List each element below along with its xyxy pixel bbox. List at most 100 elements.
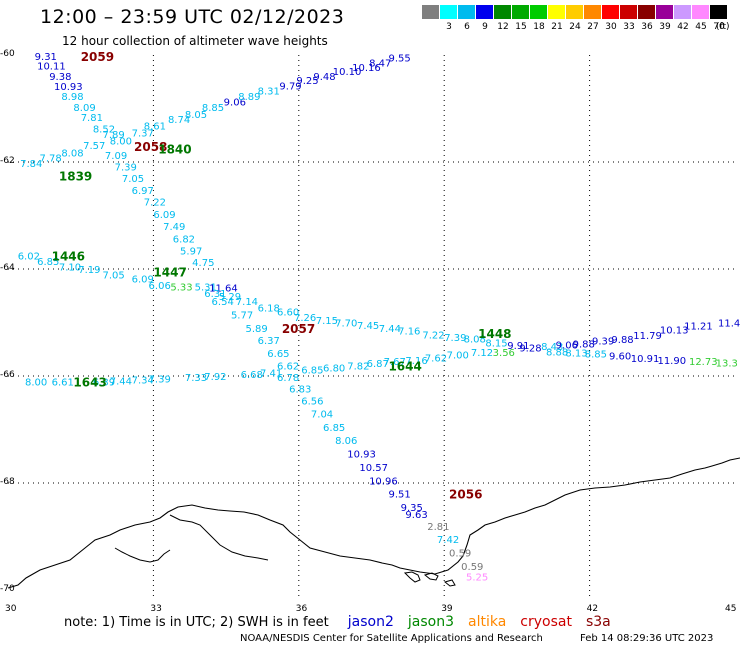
longitude-label: 33 — [150, 604, 162, 614]
wave-height-value: 6.61 — [52, 377, 74, 388]
wave-height-value: 6.78 — [277, 373, 299, 384]
legend-swatch — [692, 5, 709, 19]
longitude-label: 39 — [441, 604, 453, 614]
wave-height-value: 5.25 — [466, 573, 488, 584]
pass-time-label: 1840 — [158, 143, 191, 157]
wave-height-value: 11.79 — [633, 331, 662, 342]
legend-swatch — [674, 5, 691, 19]
wave-height-value: 8.08 — [464, 335, 486, 346]
pass-time-label: 2059 — [81, 50, 114, 64]
wave-height-value: 7.45 — [357, 321, 379, 332]
legend-swatch — [512, 5, 529, 19]
wave-height-value: 11.21 — [684, 322, 713, 333]
wave-height-value: 5.89 — [245, 324, 267, 335]
wave-height-value: 9.38 — [49, 72, 71, 83]
wave-height-value: 8.09 — [73, 103, 95, 114]
wave-height-value: 11.4 — [718, 319, 740, 330]
latitude-label: -64 — [0, 263, 15, 273]
wave-height-value: 6.83 — [289, 384, 311, 395]
wave-height-value: 2.81 — [427, 522, 449, 533]
legend-swatch — [476, 5, 493, 19]
latitude-label: -70 — [0, 584, 15, 594]
longitude-label: 36 — [295, 604, 308, 614]
wave-height-value: 6.18 — [258, 304, 280, 315]
wave-height-value: 7.57 — [83, 141, 105, 152]
wave-height-value: 9.79 — [279, 81, 301, 92]
wave-height-value: 9.51 — [388, 490, 410, 501]
generated-timestamp: Feb 14 08:29:36 UTC 2023 — [580, 633, 714, 644]
wave-height-value: 6.65 — [267, 349, 289, 360]
wave-height-value: 7.34 — [132, 376, 154, 387]
legend-unit: (ft) — [716, 22, 730, 32]
wave-height-value: 7.22 — [422, 330, 444, 341]
wave-height-value: 6.60 — [277, 307, 299, 318]
wave-height-value: 11.90 — [657, 356, 686, 367]
island-path — [403, 571, 421, 583]
pass-time-label: 1839 — [59, 169, 92, 183]
wave-height-value: 7.84 — [20, 159, 42, 170]
coastline-path — [7, 457, 740, 589]
pass-time-label: 1448 — [478, 327, 511, 341]
wave-height-value: 12.73 — [689, 357, 718, 368]
wave-height-value: 7.78 — [40, 154, 62, 165]
wave-height-value: 7.10 — [59, 262, 81, 273]
legend-label: 42 — [677, 22, 689, 32]
wave-height-value: 6.06 — [149, 281, 171, 292]
wave-height-value: 8.98 — [61, 92, 83, 103]
wave-height-value: 8.00 — [25, 377, 47, 388]
latitude-label: -62 — [0, 156, 15, 166]
legend-swatch — [530, 5, 547, 19]
wave-height-value: 8.05 — [185, 110, 207, 121]
wave-height-value: 9.60 — [609, 352, 631, 363]
latitude-label: -66 — [0, 370, 15, 380]
wave-height-value: 5.29 — [219, 292, 241, 303]
wave-height-value: 8.88 — [546, 347, 568, 358]
longitude-label: 42 — [586, 604, 599, 614]
wave-height-value: 10.10 — [333, 67, 362, 78]
wave-height-value: 5.77 — [231, 310, 253, 321]
credit-text: NOAA/NESDIS Center for Satellite Applica… — [240, 633, 543, 644]
satellite-name-cryosat: cryosat — [520, 614, 572, 630]
wave-height-value: 6.31 — [204, 289, 226, 300]
legend-label: 15 — [515, 22, 527, 32]
wave-height-value: 7.26 — [294, 313, 316, 324]
wave-height-value: 6.39 — [93, 377, 115, 388]
wave-height-value: 7.39 — [444, 333, 466, 344]
wave-height-value: 9.55 — [388, 54, 410, 65]
wave-height-value: 6.02 — [18, 252, 40, 263]
legend-swatch — [638, 5, 655, 19]
pass-time-label: 1644 — [388, 359, 421, 373]
wave-height-value: 7.62 — [425, 353, 447, 364]
latitude-label: -68 — [0, 477, 15, 487]
legend-label: 27 — [587, 22, 599, 32]
wave-height-value: 8.85 — [585, 350, 607, 361]
wave-height-value: 8.89 — [238, 92, 260, 103]
wave-height-value: 9.35 — [401, 503, 423, 514]
wave-height-value: 7.22 — [144, 198, 166, 209]
wave-height-value: 10.11 — [37, 62, 66, 73]
wave-height-value: 6.87 — [367, 359, 389, 370]
map-title: 12:00 – 23:59 UTC 02/12/2023 — [40, 6, 345, 28]
pass-time-label: 2056 — [449, 488, 482, 502]
pass-time-label: 1643 — [73, 375, 106, 389]
footer-note: note: 1) Time is in UTC; 2) SWH is in fe… — [64, 615, 329, 630]
pass-time-label: 1446 — [52, 250, 85, 264]
legend-label: 45 — [695, 22, 707, 32]
legend-swatch — [458, 5, 475, 19]
wave-height-value: 9.31 — [35, 52, 57, 63]
coastline-bay-path — [114, 547, 171, 563]
wave-height-value: 9.28 — [519, 344, 541, 355]
wave-height-value: 7.49 — [163, 222, 185, 233]
wave-height-value: 7.44 — [110, 376, 132, 387]
legend-swatch — [566, 5, 583, 19]
wave-height-value: 7.92 — [204, 372, 226, 383]
island-path-2 — [423, 572, 439, 581]
antarctic-coastline — [7, 457, 740, 589]
wave-height-value: 11.64 — [209, 284, 238, 295]
pass-time-label: 1447 — [153, 266, 186, 280]
wave-height-value: 7.05 — [103, 270, 125, 281]
footer-note-row: note: 1) Time is in UTC; 2) SWH is in fe… — [64, 611, 611, 630]
